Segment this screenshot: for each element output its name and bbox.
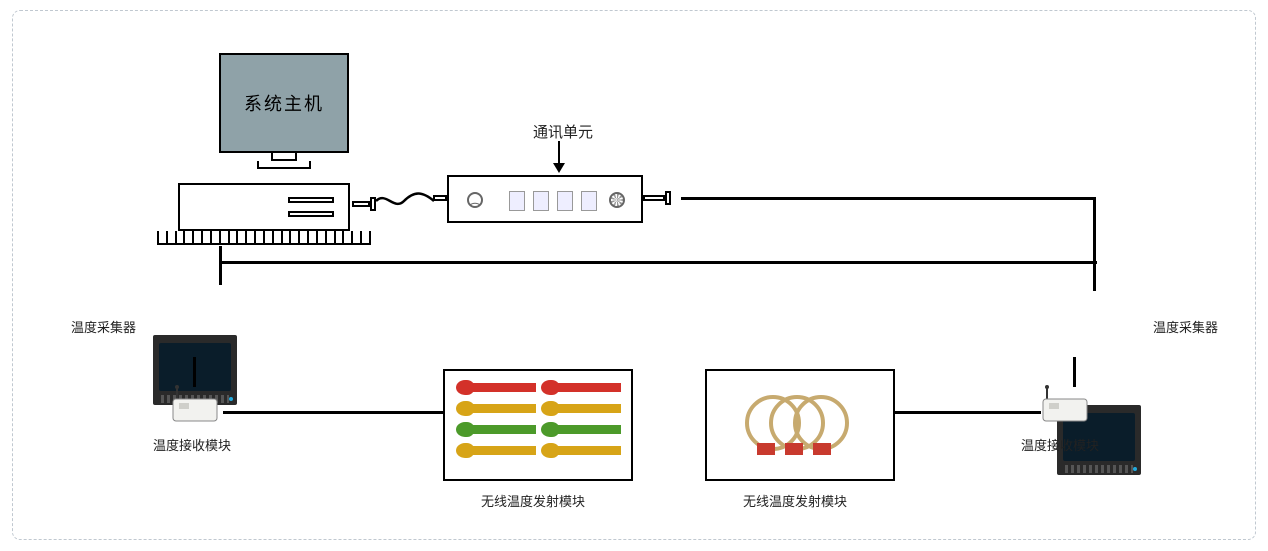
receiver-left-label: 温度接收模块 — [153, 435, 231, 454]
receiver-right-label: 温度接收模块 — [1021, 435, 1099, 454]
diagram-frame: 系统主机 通讯单元 — [12, 10, 1256, 540]
monitor-screen: 系统主机 — [219, 53, 349, 153]
wire-rx-tx-left — [223, 411, 443, 414]
comm-unit — [447, 175, 643, 223]
host-monitor: 系统主机 — [219, 53, 349, 169]
cable-host-to-comm — [376, 189, 436, 213]
host-pc — [178, 183, 371, 245]
comm-right-port — [643, 195, 665, 201]
wireless-tx-left-label: 无线温度发射模块 — [481, 491, 585, 510]
collector-right-label: 温度采集器 — [1153, 317, 1218, 336]
bus-wire — [219, 261, 1097, 264]
host-label: 系统主机 — [244, 90, 324, 116]
temp-receiver-right — [1041, 387, 1087, 415]
wireless-tx-right-label: 无线温度发射模块 — [743, 491, 847, 510]
wireless-tx-left — [443, 369, 633, 481]
wire-rx-tx-right — [895, 411, 1041, 414]
comm-unit-arrow — [553, 139, 577, 175]
wireless-tx-right — [705, 369, 895, 481]
pc-port — [352, 201, 370, 207]
collector-left-label: 温度采集器 — [71, 317, 136, 336]
temp-receiver-left — [171, 387, 217, 415]
